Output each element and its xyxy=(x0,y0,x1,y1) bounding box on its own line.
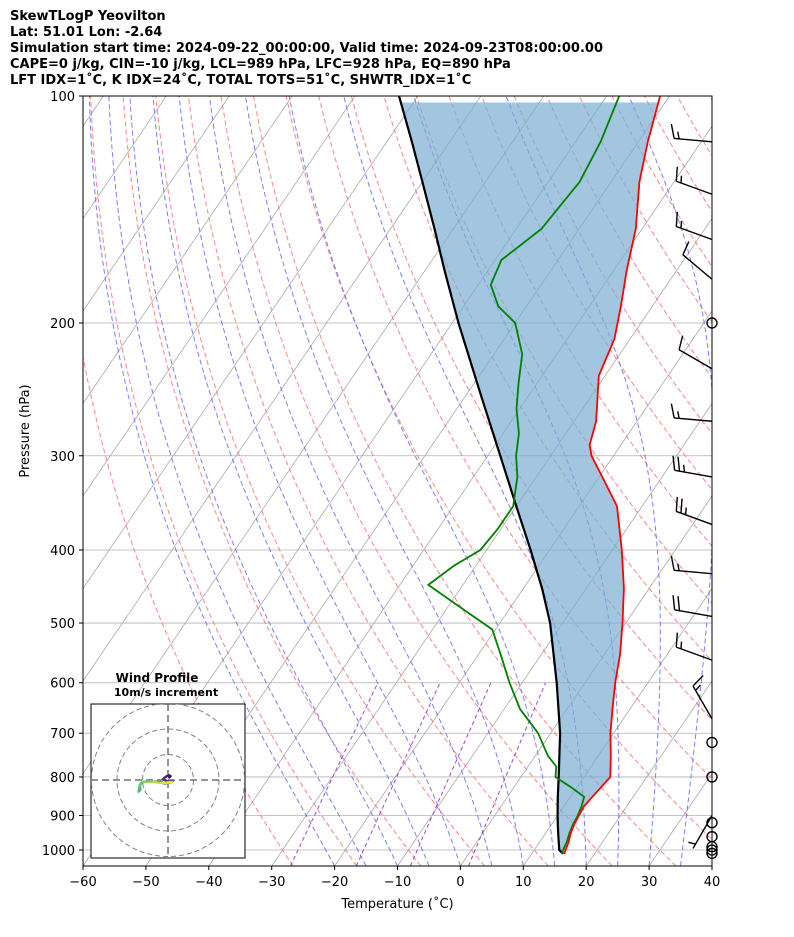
isotherm xyxy=(83,96,482,682)
moist-adiabat xyxy=(88,96,336,866)
moist-adiabat xyxy=(628,96,712,866)
dry-adiabat xyxy=(611,96,712,268)
wind-barb-calm xyxy=(706,817,718,829)
title-line-times: Simulation start time: 2024-09-22_00:00:… xyxy=(10,41,603,56)
wind-barb-calm xyxy=(706,317,718,329)
y-tick-label: 400 xyxy=(50,544,75,559)
dry-adiabat xyxy=(350,96,712,721)
wind-barb-calm xyxy=(706,847,718,859)
plot-area xyxy=(0,96,794,866)
isotherm xyxy=(0,96,41,866)
title-line-indices: LFT IDX=1˚C, K IDX=24˚C, TOTAL TOTS=51˚C… xyxy=(10,73,472,88)
hodograph-subtitle: 10m/s increment xyxy=(114,686,218,699)
moist-adiabat xyxy=(343,96,587,866)
x-tick-label: −30 xyxy=(258,875,285,890)
title-line-cape: CAPE=0 j/kg, CIN=-10 j/kg, LCL=989 hPa, … xyxy=(10,57,511,72)
cape-fill xyxy=(400,102,659,854)
x-tick-label: −60 xyxy=(69,875,96,890)
moist-adiabat xyxy=(208,96,493,866)
wind-barb-calm xyxy=(706,771,718,783)
y-tick-label: 700 xyxy=(50,727,75,742)
mixing-ratio-line xyxy=(355,682,441,866)
y-tick-label: 200 xyxy=(50,317,75,332)
hodograph-segment xyxy=(166,780,174,784)
hodograph-ring xyxy=(91,704,245,857)
wind-barb xyxy=(688,815,713,849)
x-tick-label: 20 xyxy=(578,875,595,890)
wind-barb-calm xyxy=(706,830,718,843)
wind-barb xyxy=(672,455,713,478)
moist-adiabat xyxy=(129,96,398,866)
isotherm xyxy=(648,772,712,866)
wind-barb xyxy=(678,335,713,370)
x-tick-label: −20 xyxy=(321,875,348,890)
y-tick-label: 1000 xyxy=(42,844,75,859)
dry-adiabat xyxy=(90,96,358,866)
wind-barb xyxy=(670,403,713,422)
isotherm xyxy=(83,96,230,312)
temperature-line xyxy=(563,96,661,855)
wind-barb-calm xyxy=(706,844,718,856)
dry-adiabat xyxy=(676,96,712,157)
hodograph-title: Wind Profile xyxy=(116,671,199,685)
x-axis-label: Temperature (˚C) xyxy=(340,896,453,912)
wind-barb xyxy=(675,496,713,526)
title-line-station: SkewTLogP Yeovilton xyxy=(10,9,166,24)
dry-adiabat xyxy=(187,96,549,866)
moist-adiabat xyxy=(178,96,461,866)
title-line-location: Lat: 51.01 Lon: -2.64 xyxy=(10,25,163,40)
dry-adiabat xyxy=(253,96,677,866)
dry-adiabat xyxy=(644,96,712,213)
wind-barb xyxy=(675,632,713,661)
wind-barb xyxy=(682,241,713,280)
wind-barb xyxy=(675,211,713,241)
isotherm xyxy=(460,495,712,866)
y-tick-label: 500 xyxy=(50,617,75,632)
wind-barb xyxy=(672,595,713,618)
dry-adiabat xyxy=(775,96,794,866)
wind-barb xyxy=(675,166,713,195)
mixing-ratio-line xyxy=(409,682,492,866)
x-tick-label: −10 xyxy=(384,875,411,890)
isotherm xyxy=(585,680,712,866)
isotherm xyxy=(83,96,419,590)
moist-adiabat xyxy=(108,96,367,866)
y-axis-label: Pressure (hPa) xyxy=(18,384,33,477)
isotherm xyxy=(83,96,356,497)
x-tick-label: −40 xyxy=(195,875,222,890)
y-tick-label: 300 xyxy=(50,450,75,465)
dry-adiabat xyxy=(83,353,294,866)
x-tick-label: 0 xyxy=(456,875,464,890)
moist-adiabat xyxy=(244,96,524,866)
dewpoint-line xyxy=(426,96,621,855)
moist-adiabat xyxy=(288,96,556,866)
y-tick-label: 100 xyxy=(50,90,75,105)
moist-adiabat xyxy=(711,862,712,866)
dry-adiabat xyxy=(742,96,794,866)
moist-adiabat xyxy=(152,96,430,866)
dry-adiabat xyxy=(155,96,485,866)
x-tick-label: 40 xyxy=(704,875,721,890)
wind-barb xyxy=(692,675,713,720)
x-tick-label: 30 xyxy=(641,875,658,890)
isotherm xyxy=(775,96,794,866)
isotherm xyxy=(83,96,293,405)
wind-barb xyxy=(670,124,713,143)
isotherm xyxy=(711,865,712,866)
x-tick-label: 10 xyxy=(515,875,532,890)
y-tick-label: 800 xyxy=(50,771,75,786)
y-tick-label: 900 xyxy=(50,810,75,825)
wind-barb xyxy=(670,555,713,575)
wind-barb-calm xyxy=(706,736,718,749)
y-tick-label: 600 xyxy=(50,677,75,692)
dry-adiabat xyxy=(709,96,712,101)
mixing-ratio-line xyxy=(290,682,379,866)
x-tick-label: −50 xyxy=(132,875,159,890)
parcel-line xyxy=(397,96,564,855)
